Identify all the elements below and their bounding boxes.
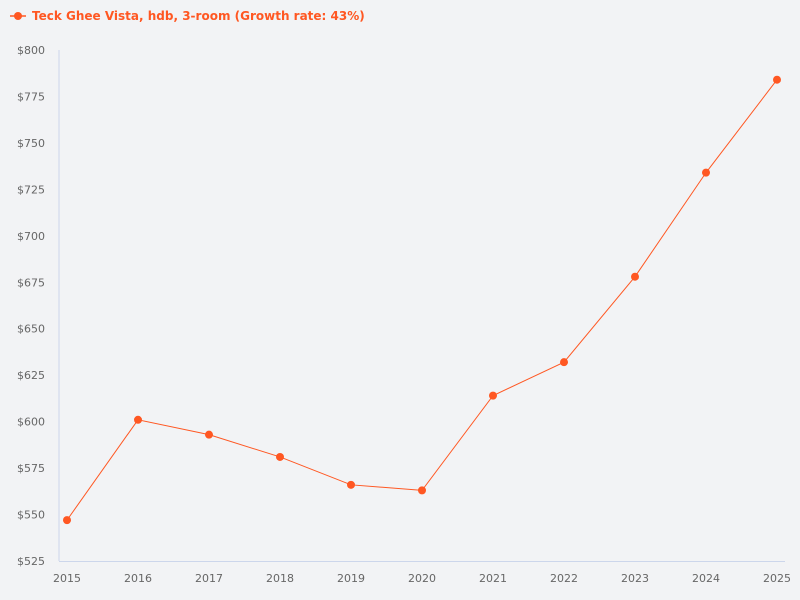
y-tick-label: $650	[17, 323, 45, 336]
data-point	[773, 75, 781, 84]
data-point	[276, 452, 284, 461]
data-point	[489, 391, 497, 400]
y-tick-label: $725	[17, 183, 45, 196]
data-point	[560, 358, 568, 367]
y-tick-label: $550	[17, 509, 45, 522]
x-tick-label: 2025	[763, 572, 791, 585]
data-point	[205, 430, 213, 439]
data-point	[63, 516, 71, 525]
x-tick-label: 2021	[479, 572, 507, 585]
legend-label: Teck Ghee Vista, hdb, 3-room (Growth rat…	[32, 9, 365, 23]
y-tick-label: $525	[17, 555, 45, 568]
x-tick-label: 2015	[53, 572, 81, 585]
x-tick-label: 2017	[195, 572, 223, 585]
x-tick-label: 2024	[692, 572, 720, 585]
data-point	[418, 486, 426, 495]
x-tick-label: 2019	[337, 572, 365, 585]
y-tick-label: $675	[17, 276, 45, 289]
data-point	[134, 415, 142, 424]
data-point	[631, 272, 639, 281]
x-tick-label: 2018	[266, 572, 294, 585]
data-point	[347, 480, 355, 489]
x-tick-label: 2020	[408, 572, 436, 585]
y-tick-label: $575	[17, 462, 45, 475]
legend-item[interactable]: Teck Ghee Vista, hdb, 3-room (Growth rat…	[10, 9, 365, 23]
y-tick-label: $625	[17, 369, 45, 382]
y-tick-label: $800	[17, 44, 45, 57]
x-tick-label: 2022	[550, 572, 578, 585]
y-tick-label: $775	[17, 90, 45, 103]
y-tick-label: $750	[17, 137, 45, 150]
y-tick-label: $700	[17, 230, 45, 243]
x-tick-label: 2023	[621, 572, 649, 585]
data-point	[702, 168, 710, 177]
x-tick-label: 2016	[124, 572, 152, 585]
y-tick-label: $600	[17, 416, 45, 429]
legend-marker-icon	[10, 12, 26, 20]
series-line	[66, 79, 778, 521]
